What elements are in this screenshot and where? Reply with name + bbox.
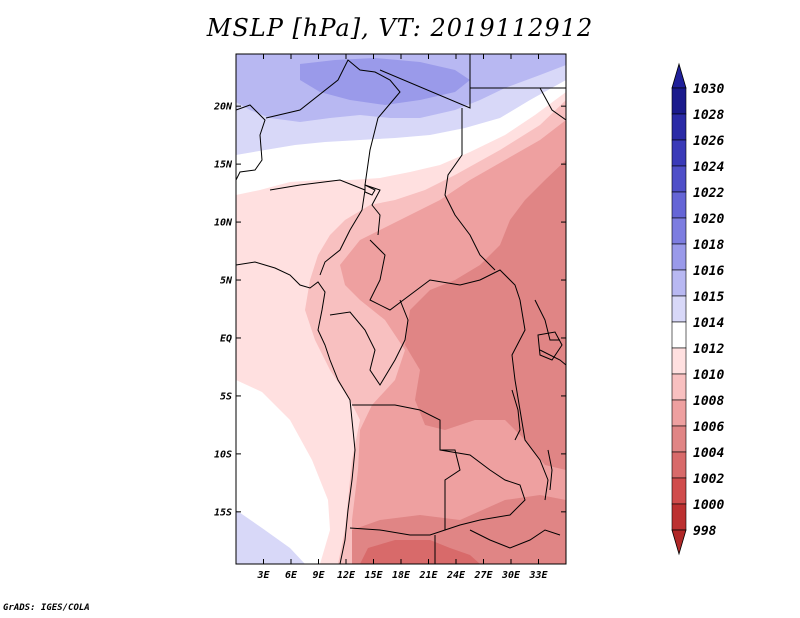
- grads-credit: GrADS: IGES/COLA: [3, 603, 90, 613]
- field-band-1014-southwest: [236, 380, 330, 564]
- colorbar-swatch: [671, 165, 687, 193]
- field-band-1006-east: [405, 160, 566, 470]
- colorbar-label: 1028: [693, 108, 724, 123]
- pressure-field: [236, 54, 566, 564]
- border-libya-egypt: [379, 54, 471, 109]
- colorbar-label: 1018: [693, 238, 724, 253]
- field-band-1004: [360, 540, 480, 564]
- lake-tanganyika: [511, 389, 521, 441]
- colorbar-swatch: [671, 243, 687, 271]
- y-tick-label: 15N: [214, 160, 233, 171]
- lake-chad: [364, 184, 376, 196]
- x-tick-label: 27E: [473, 570, 493, 581]
- borders: [236, 54, 566, 564]
- colorbar-label: 1010: [693, 368, 724, 383]
- colorbar-label: 1024: [693, 160, 724, 175]
- border-nigeria: [269, 179, 366, 276]
- y-tick-label: EQ: [220, 333, 232, 344]
- lake-victoria: [537, 331, 563, 361]
- colorbar-label: 1026: [693, 134, 724, 149]
- lake-malawi: [547, 449, 553, 491]
- colorbar-swatch: [671, 399, 687, 427]
- x-tick-label: 33E: [528, 570, 548, 581]
- colorbar-label: 998: [693, 524, 717, 539]
- border-east-africa: [534, 87, 566, 366]
- x-tick-label: 12E: [337, 570, 356, 581]
- border-sudan: [444, 87, 566, 271]
- field-band-1012: [236, 54, 566, 564]
- colorbar-swatch: [671, 217, 687, 245]
- colorbar-swatch: [671, 113, 687, 141]
- colorbar-swatch: [671, 87, 687, 115]
- colorbar-label: 1022: [693, 186, 724, 201]
- border-south: [434, 529, 561, 564]
- colorbar-label: 1030: [693, 82, 724, 97]
- colorbar-swatch: [671, 295, 687, 323]
- colorbar-swatch: [671, 503, 687, 531]
- colorbar-label: 1020: [693, 212, 724, 227]
- field-band-1015-south: [236, 510, 305, 564]
- colorbar-swatch: [671, 191, 687, 219]
- colorbar-label: 1008: [693, 394, 724, 409]
- coastline-gulf-guinea: [236, 261, 356, 564]
- colorbar-top-arrow: [671, 62, 687, 89]
- colorbar-label: 1012: [693, 342, 724, 357]
- colorbar-label: 1014: [693, 316, 724, 331]
- colorbar-label: 1000: [693, 498, 724, 513]
- x-tick-label: 6E: [285, 570, 298, 581]
- axis-ticks: 3E 6E 9E 12E 15E 18E 21E 24E 27E 30E 33E 20N 15N 10N 5…: [213, 54, 566, 581]
- x-tick-label: 9E: [312, 570, 325, 581]
- colorbar-swatch: [671, 139, 687, 167]
- border-angola: [349, 404, 461, 536]
- y-tick-label: 10S: [214, 449, 232, 460]
- colorbar-label: 1016: [693, 264, 724, 279]
- colorbar-label: 1015: [693, 290, 724, 305]
- y-tick-label: 10N: [214, 218, 233, 229]
- colorbar-swatch: [671, 425, 687, 453]
- border-cameroon-car: [369, 239, 521, 311]
- colorbar-swatch: [671, 373, 687, 401]
- border-drc-east: [511, 299, 549, 501]
- x-tick-label: 24E: [446, 570, 466, 581]
- x-tick-label: 30E: [501, 570, 521, 581]
- colorbar-bottom-arrow: [671, 529, 687, 556]
- y-tick-label: 5S: [220, 391, 232, 402]
- y-tick-label: 5N: [220, 276, 233, 287]
- colorbar: 1030 1028 1026 1024 1022 1020 1018 1016 1015 1014…: [671, 62, 724, 556]
- y-tick-label: 20N: [213, 102, 233, 113]
- colorbar-label: 1002: [693, 472, 724, 487]
- border-niger-chad: [265, 59, 401, 236]
- colorbar-label: 1004: [693, 446, 724, 461]
- colorbar-swatch: [671, 269, 687, 297]
- colorbar-label: 1006: [693, 420, 724, 435]
- x-tick-label: 18E: [392, 570, 411, 581]
- field-band-1018: [300, 58, 470, 105]
- colorbar-swatch: [671, 477, 687, 505]
- coastline-west-africa: [236, 104, 266, 181]
- colorbar-swatch: [671, 321, 687, 349]
- x-tick-label: 15E: [364, 570, 383, 581]
- chart-title: MSLP [hPa], VT: 2019112912: [206, 14, 594, 42]
- border-zambia: [439, 449, 526, 531]
- colorbar-swatch: [671, 451, 687, 479]
- colorbar-swatch: [671, 347, 687, 375]
- x-tick-label: 21E: [418, 570, 438, 581]
- y-tick-label: 15S: [214, 507, 232, 518]
- border-congo: [329, 299, 409, 386]
- x-tick-label: 3E: [256, 570, 270, 581]
